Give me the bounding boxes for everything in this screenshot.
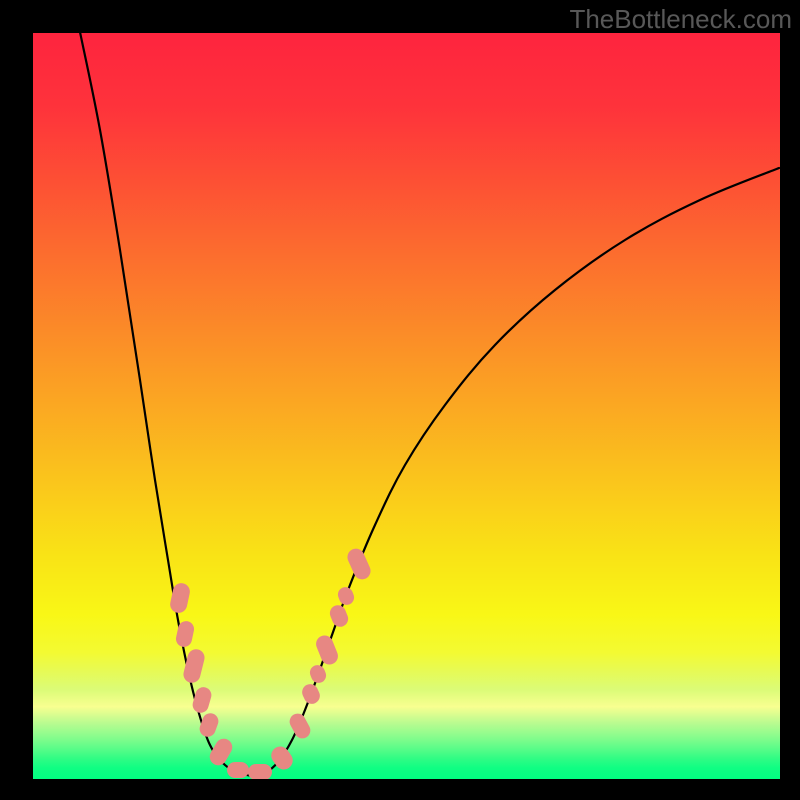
watermark-text: TheBottleneck.com [569,4,792,35]
scatter-point [248,764,272,780]
scatter-point [227,762,249,778]
chart-svg [0,0,800,800]
chart-stage: TheBottleneck.com [0,0,800,800]
plot-background [33,33,780,779]
